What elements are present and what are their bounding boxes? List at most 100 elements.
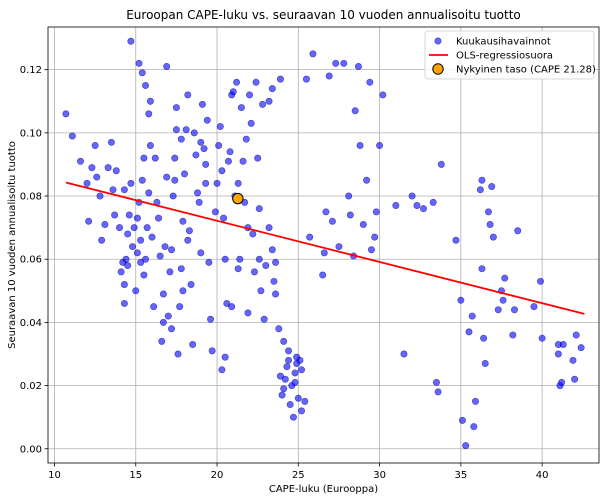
data-point	[351, 107, 359, 115]
data-point	[302, 75, 310, 83]
regression-line-group	[65, 181, 585, 315]
data-point	[221, 353, 229, 361]
data-point	[371, 233, 379, 241]
data-point	[293, 359, 301, 367]
data-point	[478, 265, 486, 273]
data-point	[163, 173, 171, 181]
data-point	[376, 141, 384, 149]
data-point	[194, 189, 202, 197]
data-point	[156, 252, 164, 260]
data-point	[301, 397, 309, 405]
data-point	[125, 211, 133, 219]
data-point	[112, 167, 120, 175]
data-point	[280, 337, 288, 345]
data-point	[366, 78, 374, 86]
data-point	[298, 366, 306, 374]
data-point	[138, 176, 146, 184]
data-point	[554, 341, 562, 349]
data-point	[252, 78, 260, 86]
data-point	[501, 274, 509, 282]
data-point	[359, 220, 367, 228]
data-point	[200, 145, 208, 153]
data-point	[68, 132, 76, 140]
data-point	[158, 337, 166, 345]
data-point	[325, 72, 333, 80]
x-axis-title: CAPE-luku (Eurooppa)	[269, 484, 378, 495]
data-point	[554, 350, 562, 358]
data-point	[124, 230, 132, 238]
data-point	[146, 141, 154, 149]
x-tick-label: 15	[129, 470, 142, 481]
data-point	[234, 265, 242, 273]
data-point	[470, 423, 478, 431]
data-point	[93, 173, 101, 181]
data-point	[172, 104, 180, 112]
y-tick-label: 0.12	[20, 65, 42, 76]
data-point	[168, 325, 176, 333]
data-point	[322, 208, 330, 216]
data-point	[202, 179, 210, 187]
data-point	[489, 233, 497, 241]
data-point	[179, 287, 187, 295]
data-point	[239, 157, 247, 165]
data-point	[452, 236, 460, 244]
data-point	[172, 126, 180, 134]
data-point	[281, 375, 289, 383]
x-tick-label: 35	[454, 470, 467, 481]
data-point	[197, 138, 205, 146]
data-point	[116, 224, 124, 232]
data-point	[530, 303, 538, 311]
data-point	[137, 236, 145, 244]
y-tick-label: 0.06	[20, 255, 42, 266]
x-tick-label: 25	[292, 470, 305, 481]
data-point	[468, 312, 476, 320]
plot-frame	[47, 26, 600, 464]
data-point	[486, 220, 494, 228]
data-point	[471, 397, 479, 405]
x-tick-label: 20	[211, 470, 224, 481]
data-point	[171, 154, 179, 162]
data-point	[259, 100, 267, 108]
data-point	[236, 255, 244, 263]
data-point	[124, 262, 132, 270]
data-point	[332, 59, 340, 67]
data-point	[107, 138, 115, 146]
data-point	[237, 104, 245, 112]
data-point	[151, 154, 159, 162]
data-point	[111, 211, 119, 219]
regression-line	[65, 181, 585, 315]
data-point	[291, 378, 299, 386]
data-point	[285, 347, 293, 355]
data-point	[159, 290, 167, 298]
data-point	[164, 312, 172, 320]
data-point	[319, 271, 327, 279]
data-point	[280, 385, 288, 393]
data-point	[272, 290, 280, 298]
data-point	[577, 344, 585, 352]
data-point	[177, 135, 185, 143]
data-point	[234, 179, 242, 187]
data-point	[133, 249, 141, 257]
data-point	[276, 372, 284, 380]
data-point	[291, 369, 299, 377]
y-tick-label: 0.00	[20, 444, 42, 455]
data-point	[569, 356, 577, 364]
legend: Kuukausihavainnot OLS-regressiosuora Nykyi…	[424, 30, 596, 80]
data-point	[224, 157, 232, 165]
data-point	[88, 164, 96, 172]
data-point	[143, 224, 151, 232]
data-point	[205, 258, 213, 266]
data-point	[345, 192, 353, 200]
data-point	[400, 350, 408, 358]
data-point	[120, 186, 128, 194]
data-point	[163, 62, 171, 70]
data-point	[187, 280, 195, 288]
y-axis-title: Seuraavan 10 vuoden annualisoitu tuotto	[7, 141, 18, 349]
data-point	[249, 230, 257, 238]
legend-current-marker	[432, 63, 444, 75]
data-point	[192, 151, 200, 159]
legend-label: OLS-regressiosuora	[456, 51, 553, 62]
data-point	[571, 375, 579, 383]
